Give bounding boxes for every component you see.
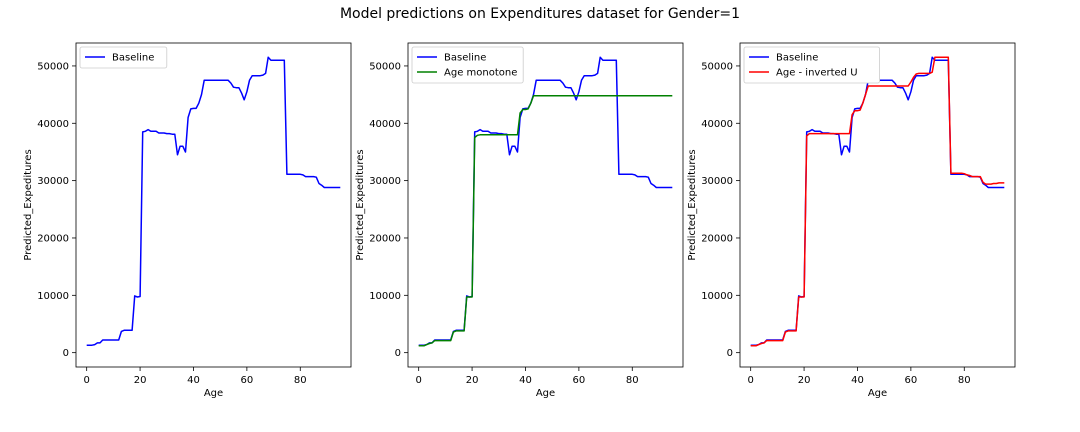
series-line-2	[750, 56, 1005, 347]
plot-frame	[407, 42, 684, 368]
legend-label-1: Baseline	[444, 53, 486, 64]
chart-panel-1: 0 20 40 60 80 0 10000 20000 30000 40000 50000 Age Pr…	[23, 42, 352, 399]
legend: Baseline Age - inverted U	[743, 46, 881, 84]
x-tick-label: 60	[573, 375, 586, 386]
y-tick-label: 10000	[701, 291, 733, 302]
y-tick-label: 20000	[701, 233, 733, 244]
x-tick-label: 0	[415, 375, 421, 386]
legend: Baseline	[79, 46, 168, 69]
y-tick-label: 0	[727, 348, 733, 359]
x-tick-label: 40	[187, 375, 200, 386]
x-axis-label: Age	[536, 388, 555, 399]
x-tick-label: 60	[905, 375, 918, 386]
y-axis-label: Predicted_Expeditures	[687, 149, 698, 260]
legend: Baseline Age monotone	[411, 46, 524, 84]
y-tick-label: 0	[395, 348, 401, 359]
series-line-2	[418, 95, 673, 347]
y-axis-label: Predicted_Expeditures	[23, 149, 34, 260]
legend-label-1: Baseline	[776, 53, 818, 64]
x-tick-label: 60	[241, 375, 254, 386]
x-tick-label: 80	[958, 375, 971, 386]
y-tick-label: 0	[63, 348, 69, 359]
y-tick-label: 20000	[37, 233, 69, 244]
chart-panel-2: 0 20 40 60 80 0 10000 20000 30000 40000 50000 Age Pr…	[355, 42, 684, 399]
series-line-1	[86, 56, 341, 346]
x-tick-label: 80	[294, 375, 307, 386]
x-axis-label: Age	[204, 388, 223, 399]
y-tick-label: 10000	[37, 291, 69, 302]
x-tick-label: 0	[83, 375, 89, 386]
plot-frame	[75, 42, 352, 368]
x-tick-label: 80	[626, 375, 639, 386]
legend-label-2: Age - inverted U	[776, 68, 858, 79]
y-tick-label: 50000	[701, 61, 733, 72]
y-tick-label: 30000	[369, 176, 401, 187]
x-axis-label: Age	[868, 388, 887, 399]
legend-label-1: Baseline	[112, 53, 154, 64]
legend-box	[79, 46, 168, 69]
y-tick-label: 30000	[37, 176, 69, 187]
y-axis-label: Predicted_Expeditures	[355, 149, 366, 260]
x-tick-label: 20	[466, 375, 479, 386]
y-tick-label: 50000	[37, 61, 69, 72]
series-line-1	[750, 56, 1005, 346]
y-tick-label: 50000	[369, 61, 401, 72]
y-tick-label: 20000	[369, 233, 401, 244]
x-tick-label: 20	[134, 375, 147, 386]
chart-panel-3: 0 20 40 60 80 0 10000 20000 30000 40000 50000 Age Pr…	[687, 42, 1016, 399]
x-tick-label: 20	[798, 375, 811, 386]
plot-frame	[739, 42, 1016, 368]
x-tick-label: 40	[519, 375, 532, 386]
series-line-1	[418, 56, 673, 346]
y-tick-label: 40000	[37, 119, 69, 130]
y-tick-label: 40000	[701, 119, 733, 130]
x-tick-label: 40	[851, 375, 864, 386]
y-tick-label: 10000	[369, 291, 401, 302]
legend-box	[743, 46, 881, 84]
legend-box	[411, 46, 524, 84]
y-tick-label: 40000	[369, 119, 401, 130]
x-tick-label: 0	[747, 375, 753, 386]
legend-label-2: Age monotone	[444, 68, 517, 79]
y-tick-label: 30000	[701, 176, 733, 187]
figure-title: Model predictions on Expenditures datase…	[339, 6, 741, 22]
